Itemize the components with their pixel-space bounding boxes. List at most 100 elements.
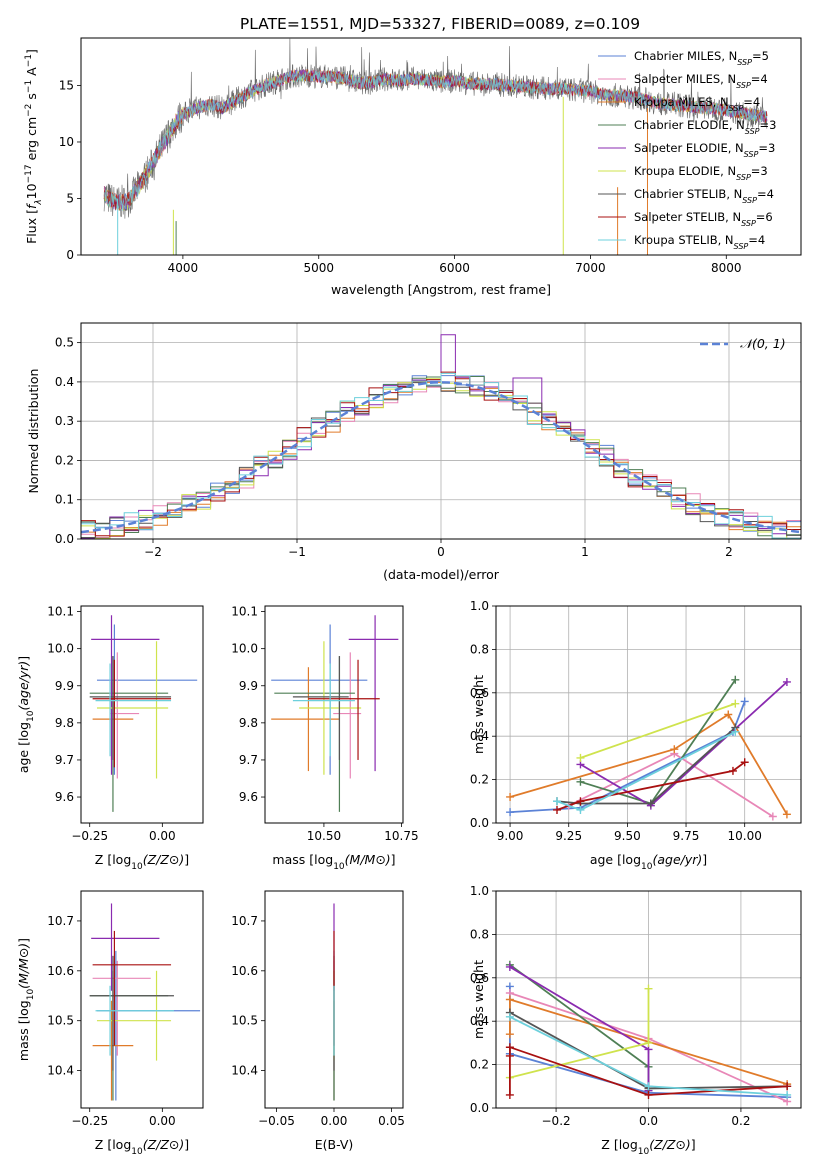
y-tick-label: 9.7	[239, 753, 258, 767]
x-tick-label: 6000	[439, 261, 470, 275]
y-tick-label: 9.6	[55, 790, 74, 804]
y-tick-label: 10.4	[47, 1064, 74, 1078]
x-tick-label: −1	[288, 545, 306, 559]
x-tick-label: 9.75	[673, 829, 700, 843]
legend: Chabrier MILES, NSSP=5 Salpeter MILES, NS…	[598, 49, 776, 251]
weight-marker	[644, 984, 653, 993]
x-axis-label: Z [log10(Z/Z⊙)]	[601, 1137, 695, 1157]
weight-line	[556, 726, 736, 805]
panel-z-weight: −0.2 0.0 0.2 0.0 0.2 0.4 0.6 0.8 1.0 Z [log10(Z/Z…	[470, 884, 802, 1157]
spectrum-line	[103, 69, 768, 211]
y-tick-label: 10.5	[47, 1014, 74, 1028]
y-axis-label: mass weight	[471, 675, 486, 754]
x-tick-label: −0.2	[542, 1114, 571, 1128]
plot-area	[505, 960, 792, 1106]
panel-age-weight: 9.00 9.25 9.50 9.75 10.00 0.0 0.2 0.4 0.6 0.8 1.0 a…	[470, 599, 802, 872]
y-axis-label: Flux [fλ10−17 erg cm−2 s−1 A−1]	[24, 49, 44, 244]
weight-marker	[553, 805, 561, 814]
weight-marker	[506, 808, 515, 817]
legend-label: Chabrier MILES, NSSP=5	[634, 49, 769, 67]
legend-label: Chabrier STELIB, NSSP=4	[634, 187, 774, 205]
plot-area	[271, 615, 399, 812]
axes-frame	[80, 605, 204, 824]
x-tick-label: 0.05	[378, 1114, 405, 1128]
weight-marker	[505, 1030, 514, 1039]
y-tick-label: 1.0	[470, 599, 489, 613]
panel-spectrum: 4000 5000 6000 7000 8000 0 5 10 15 wavelength [An…	[24, 37, 802, 297]
y-axis-label: age [log10(age/yr)]	[16, 656, 36, 773]
y-tick-label: 9.6	[239, 790, 258, 804]
weight-marker	[731, 699, 740, 708]
y-axis-label: Normed distribution	[26, 369, 41, 494]
weight-marker	[576, 777, 585, 786]
y-tick-label: 0.0	[470, 816, 489, 830]
plot-area	[89, 903, 201, 1101]
y-tick-label: 0.0	[470, 1101, 489, 1115]
axes-frame	[264, 605, 404, 824]
axes-frame	[80, 37, 802, 256]
x-tick-label: 9.50	[614, 829, 641, 843]
y-tick-label: 0.1	[55, 493, 74, 507]
x-tick-label: 4000	[168, 261, 199, 275]
y-tick-label: 0.6	[470, 686, 489, 700]
weight-marker	[506, 792, 515, 801]
y-tick-label: 9.8	[55, 716, 74, 730]
y-tick-label: 10.0	[231, 642, 258, 656]
x-tick-label: −2	[144, 545, 162, 559]
y-tick-label: 9.9	[55, 679, 74, 693]
x-tick-label: 0	[437, 545, 445, 559]
x-tick-label: 10.75	[384, 829, 418, 843]
x-axis-label: (data-model)/error	[383, 567, 500, 582]
y-tick-label: 0.6	[470, 971, 489, 985]
weight-marker	[740, 758, 749, 767]
weight-marker	[644, 1090, 653, 1099]
weight-marker	[768, 812, 777, 821]
axes-frame	[80, 890, 204, 1109]
panel-z-age: −0.25 0.00 9.6 9.7 9.8 9.9 10.0 10.1 Z [log10(Z/…	[16, 605, 204, 872]
y-tick-label: 10	[59, 135, 74, 149]
y-tick-label: 9.8	[239, 716, 258, 730]
x-tick-label: 0.00	[321, 1114, 348, 1128]
y-tick-label: 9.9	[239, 679, 258, 693]
x-tick-label: 1	[581, 545, 589, 559]
y-tick-label: 15	[59, 78, 74, 92]
plot-area	[103, 38, 768, 255]
weight-marker	[505, 1051, 514, 1060]
x-axis-label: wavelength [Angstrom, rest frame]	[331, 282, 551, 297]
legend-label: 𝒩(0, 1)	[740, 336, 786, 351]
y-axis-label: mass weight	[471, 960, 486, 1039]
weight-marker	[646, 799, 655, 808]
weight-marker	[576, 753, 585, 762]
x-axis-label: mass [log10(M/M⊙)]	[272, 852, 395, 872]
y-tick-label: 0.3	[55, 414, 74, 428]
y-tick-label: 0	[66, 248, 74, 262]
histogram-step	[81, 372, 801, 539]
weight-marker	[783, 1090, 792, 1099]
weight-line	[509, 713, 788, 815]
gaussian-reference	[81, 381, 801, 534]
y-axis-label: mass [log10(M/M⊙)]	[16, 938, 36, 1061]
weight-marker	[553, 797, 561, 806]
weight-marker	[728, 766, 737, 775]
legend-label: Salpeter STELIB, NSSP=6	[634, 210, 773, 228]
plot-area	[506, 675, 791, 821]
y-tick-label: 5	[66, 191, 74, 205]
y-tick-label: 0.4	[470, 729, 489, 743]
y-tick-label: 10.5	[231, 1014, 258, 1028]
legend-label: Kroupa ELODIE, NSSP=3	[634, 164, 768, 182]
y-tick-label: 10.7	[47, 914, 74, 928]
plot-area	[89, 615, 198, 812]
x-tick-label: −0.25	[71, 1114, 108, 1128]
x-tick-label: −0.05	[258, 1114, 295, 1128]
weight-marker	[731, 727, 740, 736]
y-tick-label: 1.0	[470, 884, 489, 898]
weight-line	[510, 701, 746, 813]
y-tick-label: 0.8	[470, 642, 489, 656]
weight-marker	[740, 697, 749, 706]
y-tick-label: 10.7	[231, 914, 258, 928]
panel-mass-age: 10.50 10.75 9.6 9.7 9.8 9.9 10.0 10.1 mass [log1…	[231, 605, 418, 872]
y-tick-label: 10.1	[47, 605, 74, 619]
panel-ebv-mass: −0.05 0.00 0.05 10.4 10.5 10.6 10.7 E(B-V)	[231, 890, 405, 1152]
x-tick-label: 9.00	[497, 829, 524, 843]
axes-frame	[495, 605, 802, 824]
